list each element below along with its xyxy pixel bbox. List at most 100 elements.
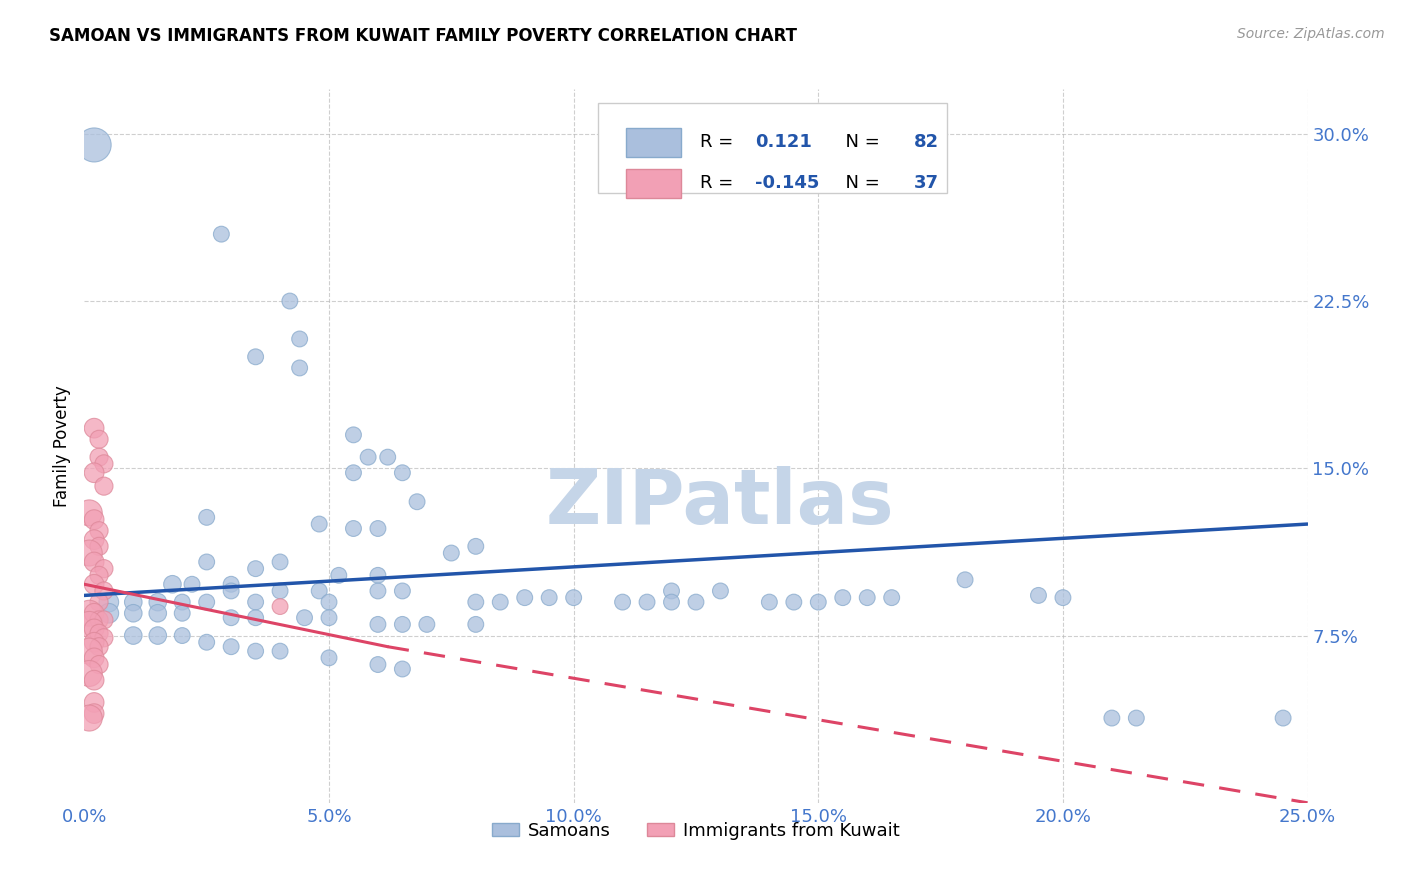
Point — [83, 607, 105, 621]
Point — [83, 651, 105, 665]
Point — [416, 617, 439, 632]
Point — [93, 613, 115, 627]
Point — [278, 293, 301, 308]
Point — [146, 628, 169, 642]
Point — [758, 595, 780, 609]
Text: R =: R = — [700, 134, 738, 152]
Text: 82: 82 — [914, 134, 939, 152]
Point — [831, 591, 853, 605]
Point — [440, 546, 463, 560]
Point — [269, 599, 291, 614]
Bar — [626, 128, 682, 157]
Text: SAMOAN VS IMMIGRANTS FROM KUWAIT FAMILY POVERTY CORRELATION CHART: SAMOAN VS IMMIGRANTS FROM KUWAIT FAMILY … — [49, 27, 797, 45]
Point — [195, 510, 218, 524]
Point — [318, 651, 340, 665]
Point — [685, 595, 707, 609]
Point — [269, 644, 291, 658]
Point — [464, 617, 486, 632]
Point — [318, 610, 340, 624]
Point — [87, 613, 110, 627]
Point — [83, 555, 105, 569]
Point — [953, 573, 976, 587]
Point — [342, 466, 364, 480]
Point — [856, 591, 879, 605]
Point — [807, 595, 830, 609]
Text: ZIPatlas: ZIPatlas — [546, 467, 894, 540]
Point — [1101, 711, 1123, 725]
Point — [83, 466, 105, 480]
Point — [219, 577, 242, 591]
Point — [87, 450, 110, 464]
Point — [245, 644, 267, 658]
Point — [661, 583, 683, 598]
Point — [661, 595, 683, 609]
Point — [83, 512, 105, 526]
Point — [77, 617, 100, 632]
Point — [97, 595, 120, 609]
Point — [357, 450, 380, 464]
Point — [318, 595, 340, 609]
Point — [367, 568, 389, 582]
FancyBboxPatch shape — [598, 103, 946, 193]
Point — [195, 635, 218, 649]
Point — [83, 137, 105, 152]
Point — [342, 521, 364, 535]
Point — [87, 640, 110, 654]
Bar — [626, 169, 682, 198]
Text: N =: N = — [834, 175, 886, 193]
Point — [245, 562, 267, 576]
Text: -0.145: -0.145 — [755, 175, 820, 193]
Point — [93, 583, 115, 598]
Point — [308, 583, 330, 598]
Text: 37: 37 — [914, 175, 939, 193]
Point — [209, 227, 232, 241]
Point — [269, 583, 291, 598]
Point — [1125, 711, 1147, 725]
Point — [83, 696, 105, 710]
Point — [489, 595, 512, 609]
Point — [77, 607, 100, 621]
Legend: Samoans, Immigrants from Kuwait: Samoans, Immigrants from Kuwait — [485, 815, 907, 847]
Point — [391, 662, 413, 676]
Point — [77, 506, 100, 520]
Point — [391, 617, 413, 632]
Point — [93, 562, 115, 576]
Point — [636, 595, 658, 609]
Point — [181, 577, 204, 591]
Point — [245, 595, 267, 609]
Point — [377, 450, 399, 464]
Point — [288, 360, 311, 375]
Point — [1052, 591, 1074, 605]
Point — [367, 617, 389, 632]
Point — [93, 479, 115, 493]
Point — [122, 607, 145, 621]
Point — [97, 607, 120, 621]
Y-axis label: Family Poverty: Family Poverty — [53, 385, 72, 507]
Point — [391, 466, 413, 480]
Point — [77, 711, 100, 725]
Point — [77, 644, 100, 658]
Point — [406, 494, 429, 508]
Point — [146, 607, 169, 621]
Point — [83, 622, 105, 636]
Point — [172, 607, 194, 621]
Point — [219, 640, 242, 654]
Point — [87, 524, 110, 538]
Point — [269, 555, 291, 569]
Point — [83, 577, 105, 591]
Point — [367, 657, 389, 672]
Point — [87, 432, 110, 446]
Point — [93, 457, 115, 471]
Point — [172, 628, 194, 642]
Text: Source: ZipAtlas.com: Source: ZipAtlas.com — [1237, 27, 1385, 41]
Point — [122, 628, 145, 642]
Point — [83, 673, 105, 687]
Point — [562, 591, 585, 605]
Point — [83, 706, 105, 721]
Point — [464, 539, 486, 553]
Point — [342, 427, 364, 442]
Text: R =: R = — [700, 175, 738, 193]
Point — [195, 555, 218, 569]
Point — [1028, 589, 1050, 603]
Point — [513, 591, 536, 605]
